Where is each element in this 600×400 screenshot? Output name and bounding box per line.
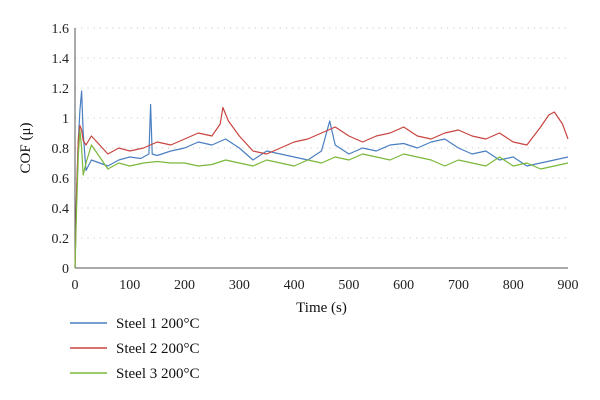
x-axis-title: Time (s) [296, 300, 347, 316]
y-tick-label: 0.8 [52, 142, 70, 157]
series-line-steel-3 [74, 129, 569, 269]
x-tick-label: 700 [448, 278, 469, 293]
x-tick-label: 500 [338, 278, 359, 293]
y-tick-label: 0.4 [52, 202, 70, 217]
legend: Steel 1 200°C Steel 2 200°C Steel 3 200°C [70, 316, 200, 382]
series-line-steel-1 [74, 90, 569, 269]
series-line-steel-2 [74, 106, 569, 269]
y-tick-label: 1.6 [52, 22, 70, 37]
x-tick-label: 200 [174, 278, 195, 293]
x-tick-label: 600 [393, 278, 414, 293]
x-tick-label: 0 [72, 278, 79, 293]
legend-label-steel-2: Steel 2 200°C [116, 341, 200, 357]
tick-labels: 0 0.2 0.4 0.6 0.8 1 1.2 1.4 1.6 0 100 200 300 400 500 6… [52, 22, 579, 293]
axes [74, 28, 568, 269]
y-tick-label: 1.2 [52, 82, 70, 97]
series-lines [74, 90, 569, 269]
legend-label-steel-3: Steel 3 200°C [116, 366, 200, 382]
y-tick-label: 1 [62, 112, 69, 127]
y-tick-label: 1.4 [52, 52, 70, 67]
x-tick-label: 800 [503, 278, 524, 293]
x-tick-label: 300 [229, 278, 250, 293]
legend-label-steel-1: Steel 1 200°C [116, 316, 200, 332]
y-tick-label: 0.2 [52, 232, 70, 247]
y-axis-title: COF (μ) [18, 123, 34, 174]
y-tick-label: 0.6 [52, 172, 70, 187]
x-tick-label: 900 [558, 278, 579, 293]
x-tick-label: 100 [119, 278, 140, 293]
x-tick-label: 400 [284, 278, 305, 293]
y-tick-label: 0 [62, 262, 69, 277]
